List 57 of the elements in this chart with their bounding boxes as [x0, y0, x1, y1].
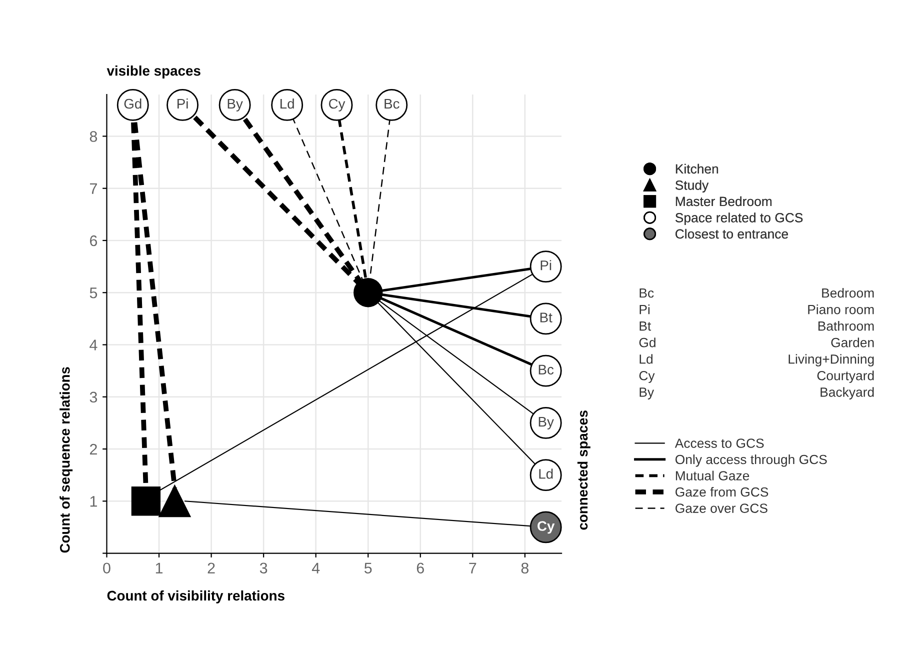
x-tick-label: 7 [469, 562, 476, 574]
data-label: Gd [124, 98, 142, 109]
data-label: Pi [540, 260, 552, 270]
text: Backyard [820, 387, 874, 400]
x-tick-label: 8 [521, 562, 529, 574]
x-tick-label: 1 [156, 562, 163, 574]
legend-label: Closest to entrance [676, 228, 788, 239]
text: Ld [640, 354, 652, 364]
text: By [640, 388, 654, 400]
y-tick-label: 3 [90, 392, 98, 403]
x-tick-label: 3 [260, 562, 268, 574]
text: Courtyard [817, 370, 874, 383]
y-tick-label: 5 [90, 288, 98, 298]
y-tick-label: 6 [90, 235, 98, 246]
x-tick-label: 2 [208, 562, 215, 574]
y-tick-label: 7 [90, 183, 97, 194]
x-axis-title: Count of visibility relations [107, 590, 284, 604]
text: Living+Dinning [788, 354, 874, 366]
legend-label: Gaze over GCS [676, 504, 768, 513]
text: connected spaces [577, 410, 590, 530]
legend-label: Space related to GCS [675, 212, 803, 225]
legend-label: Kitchen [676, 164, 718, 174]
x-tick-label: 0 [103, 562, 110, 574]
data-label: By [538, 416, 554, 430]
x-tick-label: 4 [312, 562, 320, 574]
text: Bt [640, 322, 652, 331]
data-label: By [228, 98, 243, 112]
y-tick-label: 2 [90, 444, 97, 455]
data-label: Cy [328, 98, 346, 112]
data-label: Bt [540, 312, 552, 322]
y-tick-label: 1 [90, 496, 97, 507]
legend-label: Gaze from GCS [676, 487, 768, 497]
text: Bc [640, 288, 654, 298]
data-label: Ld [280, 98, 294, 109]
legend-label: Only access through GCS [676, 454, 827, 467]
x-tick-label: 5 [364, 562, 372, 574]
text: Bedroom [822, 288, 874, 298]
text: visible spaces [106, 66, 200, 78]
data-label: Bc [538, 364, 554, 375]
text: Garden [831, 338, 874, 348]
legend-label: Study [675, 180, 709, 192]
text: Piano room [808, 304, 874, 314]
y-tick-label: 8 [90, 131, 98, 142]
legend-label: Mutual Gaze [676, 470, 750, 480]
text: Cy [639, 370, 655, 383]
y-tick-label: 4 [90, 340, 98, 350]
legend-label: Master Bedroom [676, 196, 772, 206]
data-label: Bc [384, 98, 400, 109]
y-axis-title: Count of sequence relations [60, 367, 73, 553]
data-label: Cy [538, 521, 555, 534]
legend-label: Access to GCS [674, 438, 764, 448]
x-tick-label: 6 [416, 562, 424, 574]
text: Pi [640, 304, 650, 314]
data-label: Pi [178, 98, 188, 109]
text: Gd [639, 338, 656, 348]
data-label: Ld [539, 468, 553, 479]
text: Bathroom [818, 321, 874, 331]
